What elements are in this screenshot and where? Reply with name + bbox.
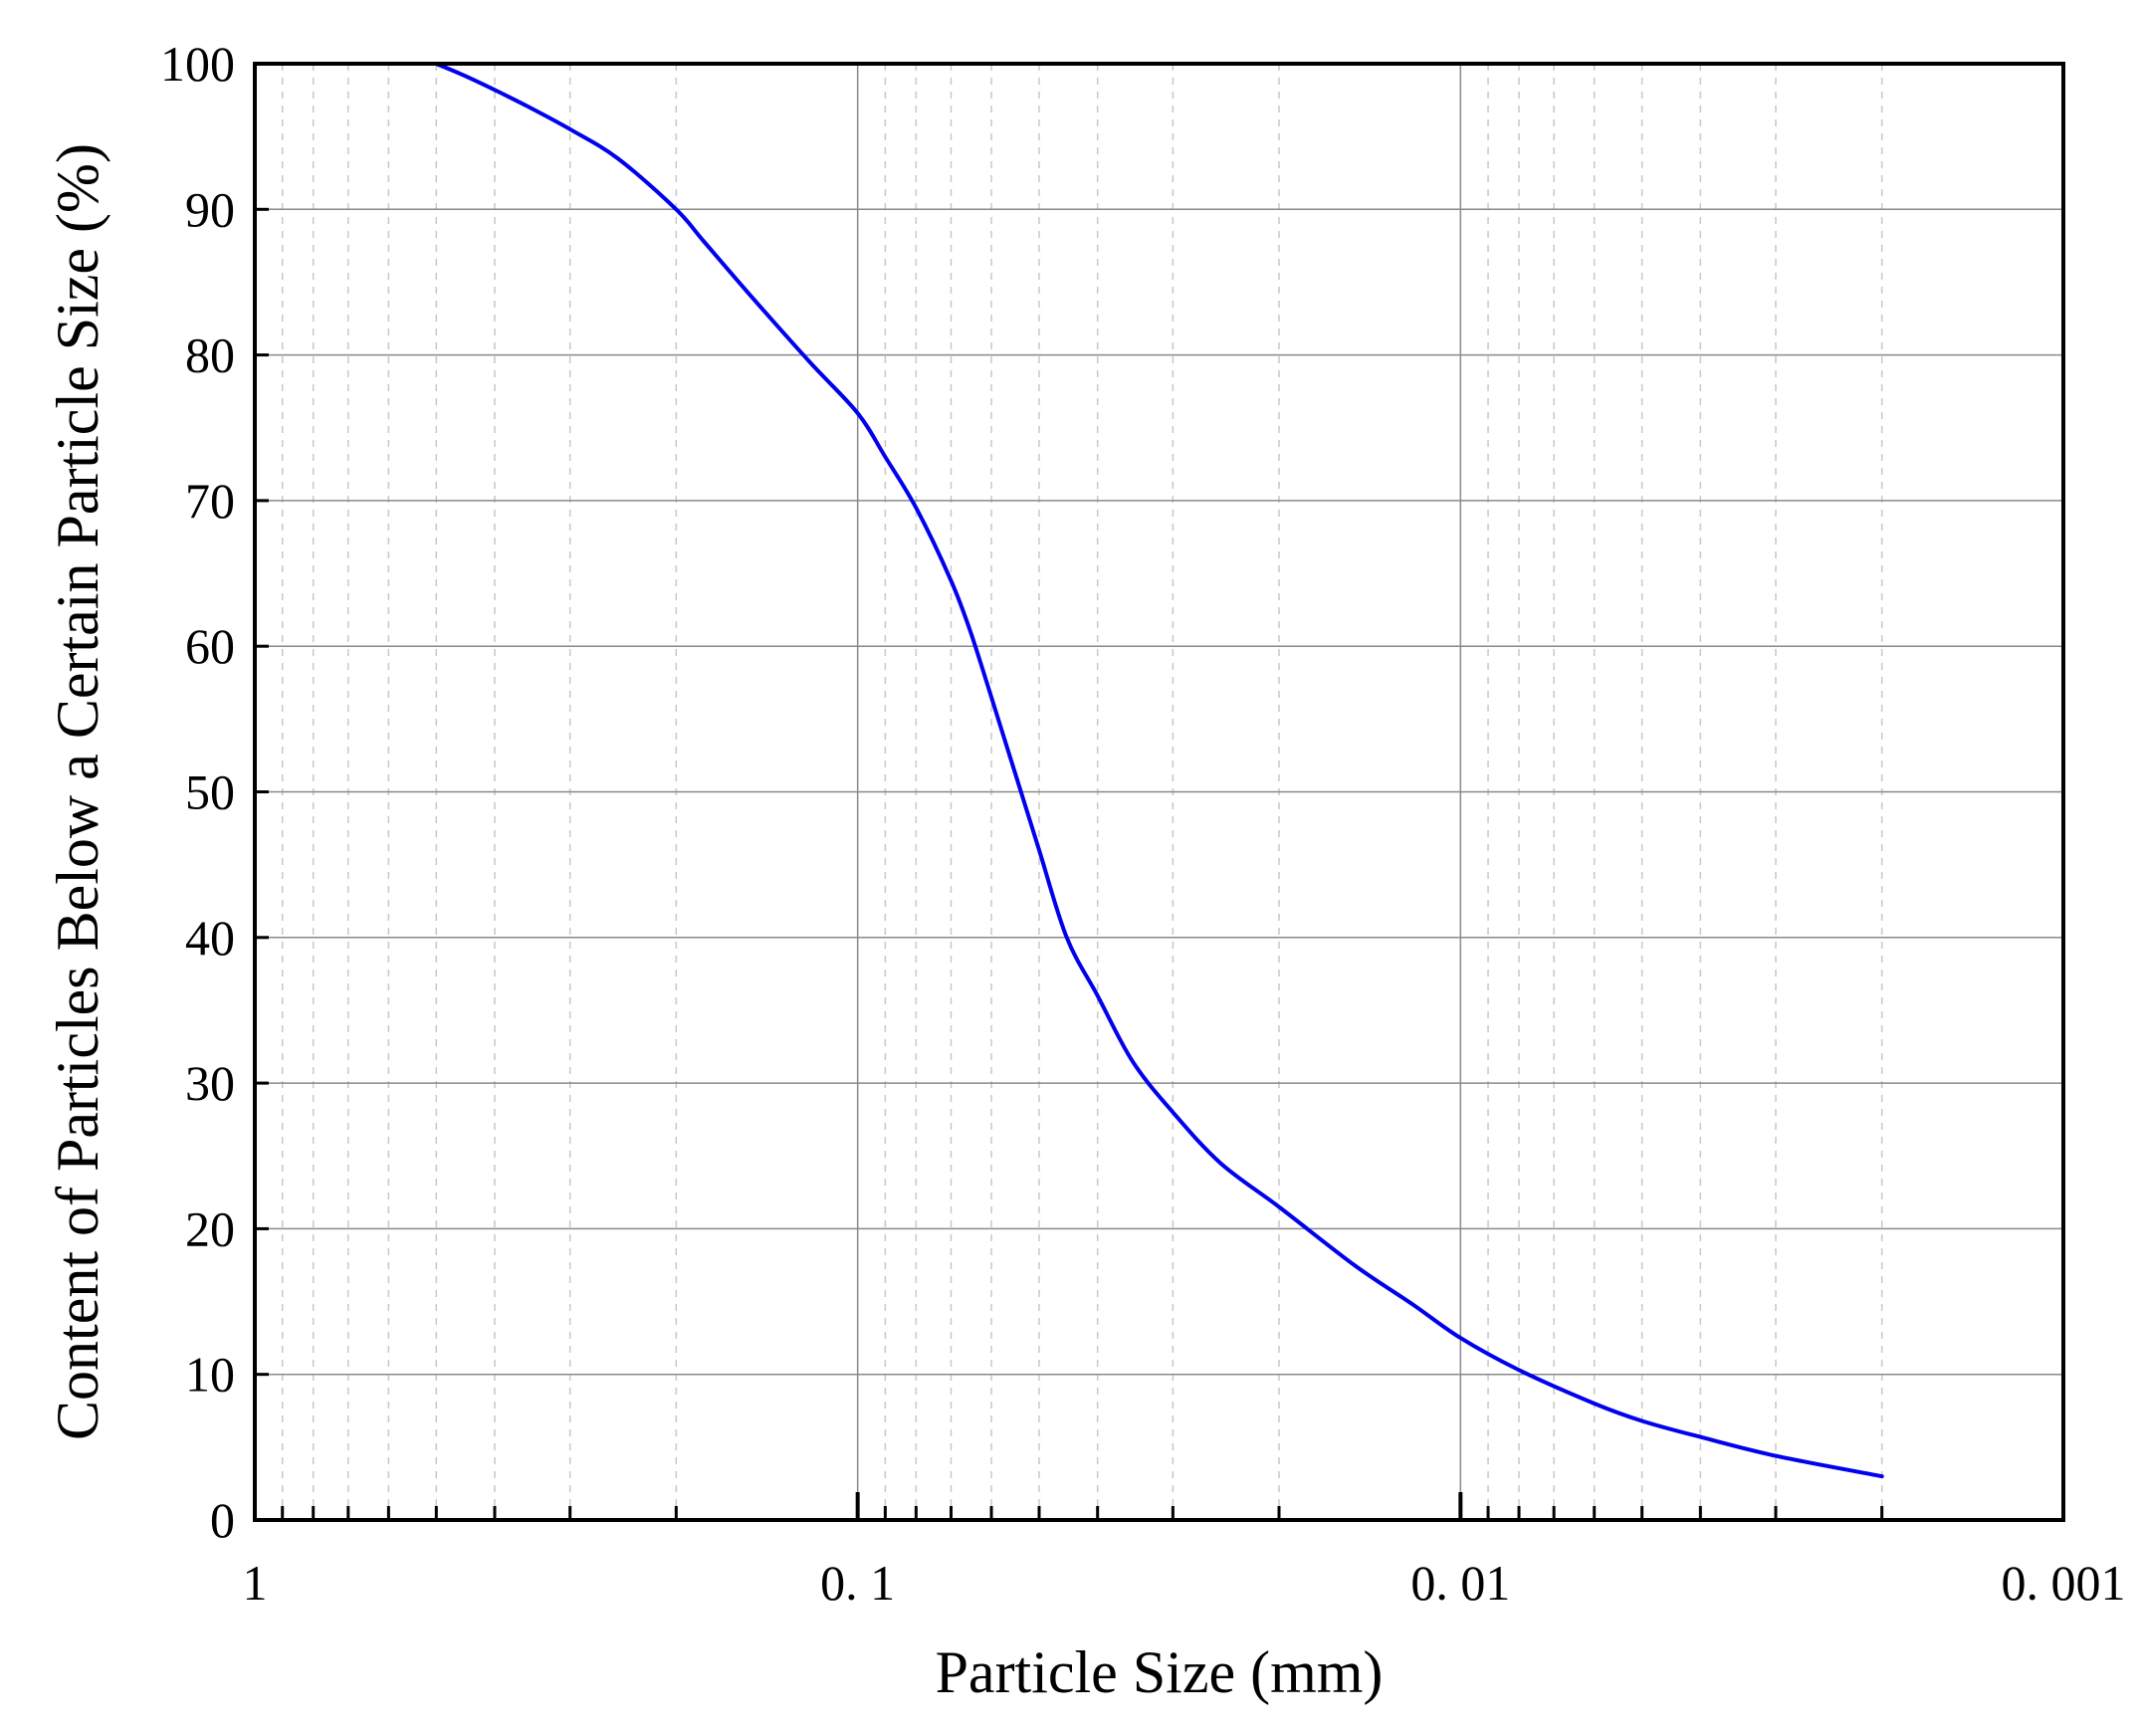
x-axis-title: Particle Size (mm)	[936, 1639, 1384, 1705]
y-tick-label: 70	[185, 473, 235, 529]
y-tick-label: 0	[210, 1492, 235, 1548]
series-line	[434, 62, 1884, 1479]
y-tick-label: 40	[185, 910, 235, 966]
y-tick-label: 60	[185, 618, 235, 674]
x-tick-label: 1	[243, 1555, 268, 1611]
y-tick-label: 20	[185, 1200, 235, 1256]
grid	[255, 64, 2063, 1520]
axis-ticks	[255, 62, 1884, 1522]
y-tick-label: 50	[185, 764, 235, 820]
y-tick-label: 10	[185, 1347, 235, 1403]
x-tick-label: 0. 01	[1410, 1555, 1510, 1611]
x-tick-label: 0. 1	[820, 1555, 895, 1611]
y-tick-label: 30	[185, 1055, 235, 1111]
tick-labels: 1 0. 1 0. 01 0. 001 0 10 20 30 40 50 60 70 80 90 100	[160, 36, 2126, 1611]
y-tick-label: 100	[160, 36, 235, 92]
y-tick-label: 80	[185, 327, 235, 383]
x-tick-label: 0. 001	[2002, 1555, 2126, 1611]
y-tick-label: 90	[185, 181, 235, 237]
y-axis-title: Content of Particles Below a Certain Par…	[45, 143, 110, 1440]
series-layer	[434, 62, 1884, 1479]
